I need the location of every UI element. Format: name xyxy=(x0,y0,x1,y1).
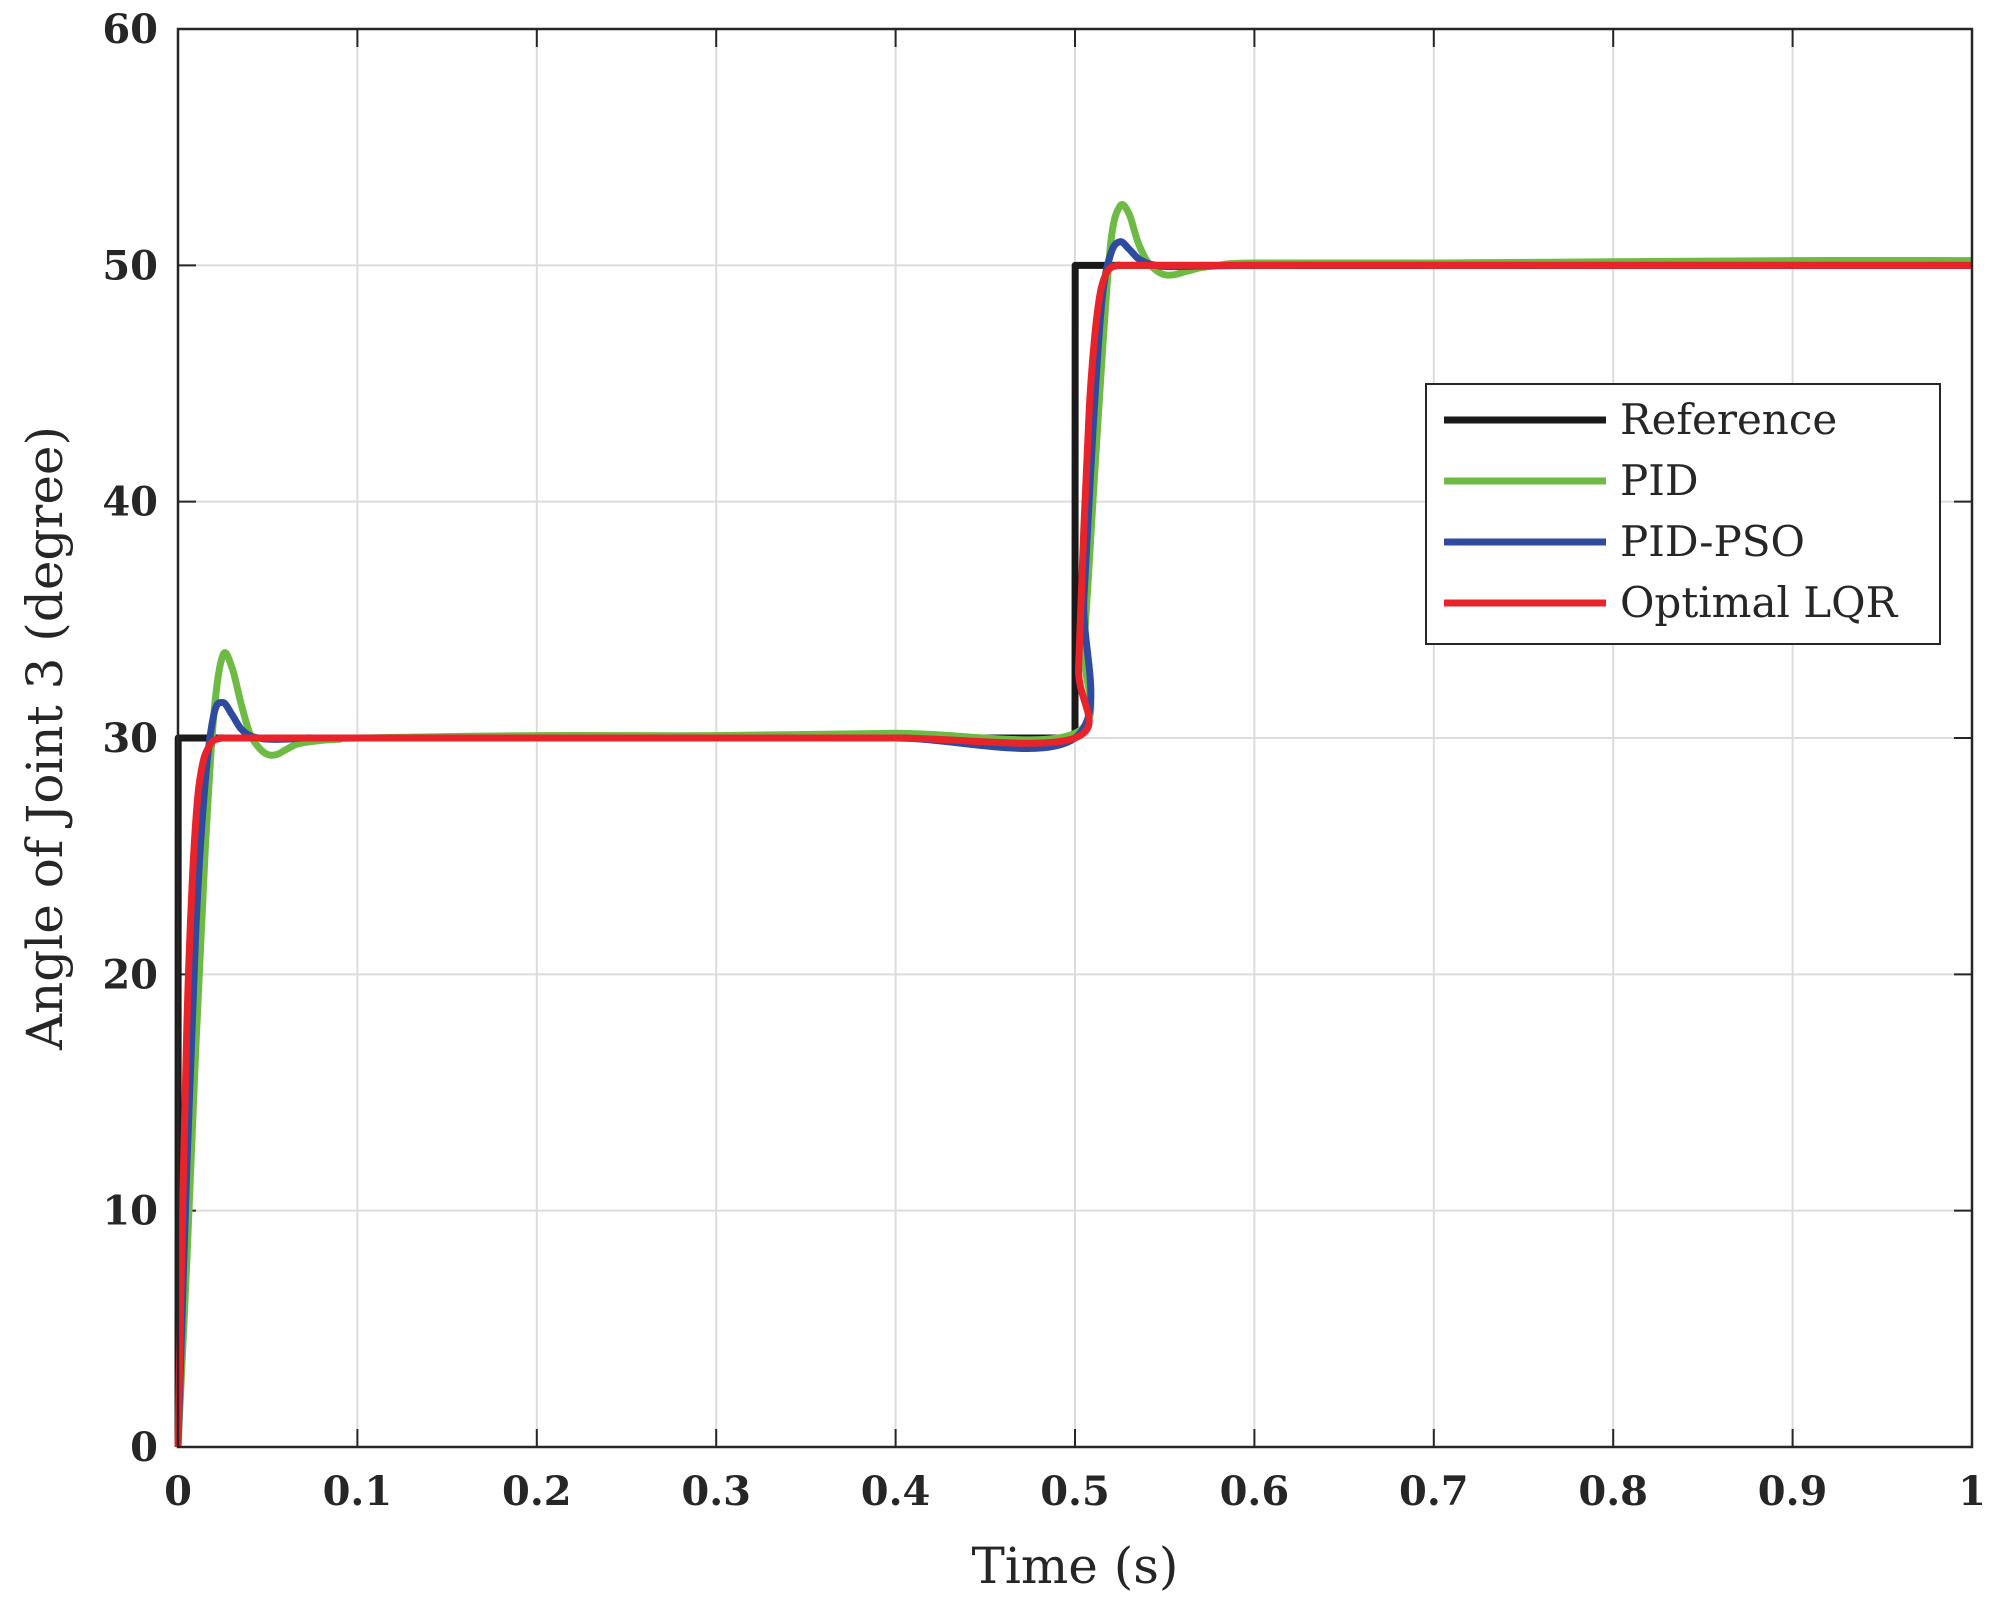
legend-label-reference: Reference xyxy=(1620,395,1837,444)
legend: Reference PID PID-PSO Optimal LQR xyxy=(1425,383,1941,645)
series-line-optimal-lqr xyxy=(174,261,1972,1448)
tick-labels: 0 0.1 0.2 0.3 0.4 0.5 0.6 0.7 0.8 0.9 101020304050… xyxy=(102,6,1986,1515)
x-tick-label: 0.4 xyxy=(861,1468,931,1515)
x-tick-label: 0 xyxy=(164,1468,192,1515)
legend-label-pid: PID xyxy=(1620,456,1699,505)
y-tick-label: 50 xyxy=(102,242,158,289)
y-tick-label: 30 xyxy=(102,715,158,762)
x-tick-label: 1 xyxy=(1958,1468,1986,1515)
x-axis-label: Time (s) xyxy=(972,1537,1179,1595)
x-tick-label: 0.6 xyxy=(1220,1468,1290,1515)
y-tick-label: 0 xyxy=(130,1424,158,1471)
y-tick-label: 10 xyxy=(102,1188,158,1235)
x-tick-label: 0.1 xyxy=(323,1468,393,1515)
y-tick-label: 20 xyxy=(102,951,158,998)
y-tick-label: 60 xyxy=(102,6,158,53)
legend-label-pid-pso: PID-PSO xyxy=(1620,517,1805,566)
x-tick-label: 0.9 xyxy=(1758,1468,1828,1515)
y-axis-label: Angle of Joint 3 (degree) xyxy=(16,426,74,1051)
x-tick-label: 0.5 xyxy=(1040,1468,1110,1515)
legend-label-optimal-lqr: Optimal LQR xyxy=(1620,578,1899,627)
x-tick-label: 0.3 xyxy=(681,1468,751,1515)
x-tick-label: 0.2 xyxy=(502,1468,572,1515)
plot-frame xyxy=(176,27,1974,1449)
y-tick-label: 40 xyxy=(102,479,158,526)
x-tick-label: 0.8 xyxy=(1578,1468,1648,1515)
x-tick-label: 0.7 xyxy=(1399,1468,1469,1515)
